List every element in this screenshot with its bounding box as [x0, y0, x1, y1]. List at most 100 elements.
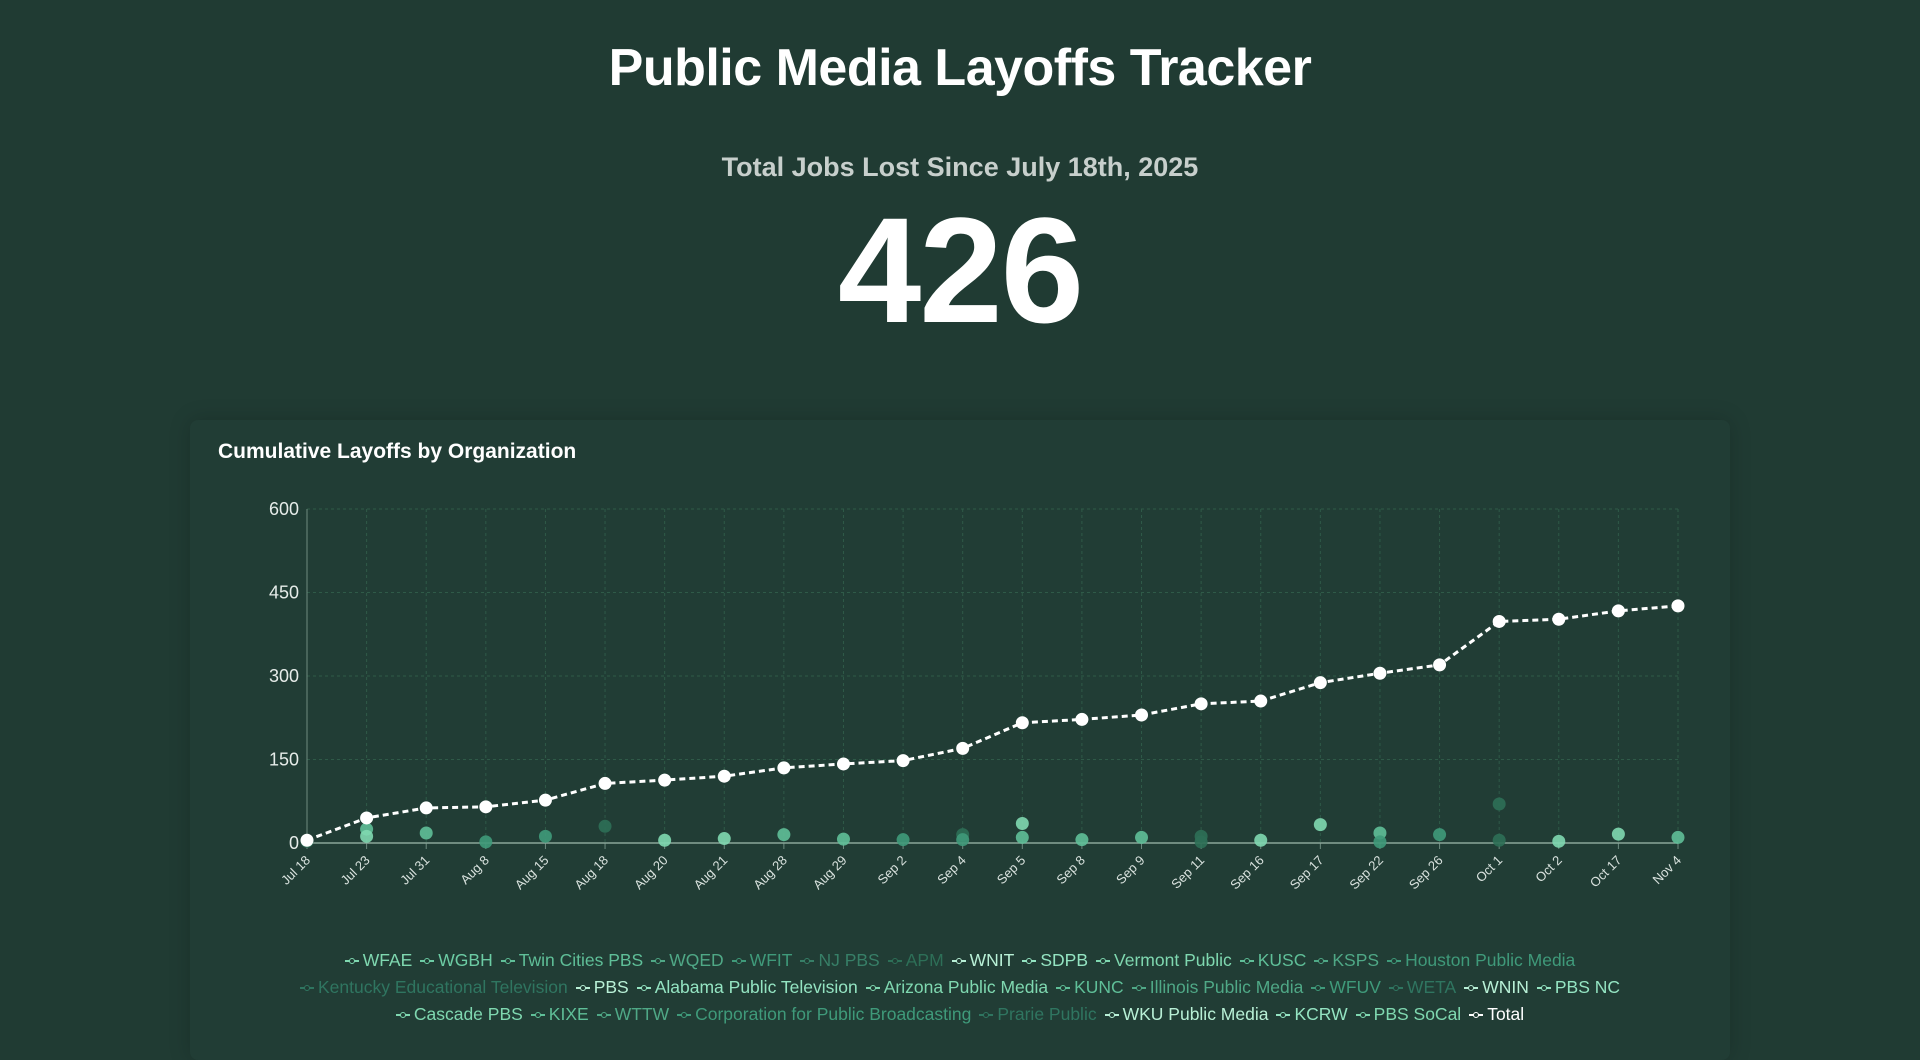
org-data-point — [896, 833, 910, 847]
legend-item[interactable]: KSPS — [1314, 947, 1379, 974]
legend-item[interactable]: WGBH — [420, 947, 493, 974]
legend-line-marker-icon — [731, 957, 746, 965]
legend-item[interactable]: KCRW — [1276, 1001, 1348, 1028]
legend-item-label: KIXE — [548, 1004, 589, 1024]
y-tick-label: 450 — [269, 583, 299, 603]
org-data-point — [1373, 826, 1387, 840]
legend-item-label: Prarie Public — [997, 1004, 1097, 1024]
legend-item-label: WFIT — [749, 950, 793, 970]
total-data-point — [1373, 666, 1387, 680]
legend-line-marker-icon — [1314, 957, 1329, 965]
org-data-point — [836, 832, 850, 846]
org-data-point — [956, 833, 970, 847]
legend-item-label: Corporation for Public Broadcasting — [695, 1004, 972, 1024]
legend-item[interactable]: WQED — [651, 947, 724, 974]
legend-line-marker-icon — [344, 957, 359, 965]
total-data-point — [777, 761, 791, 775]
y-tick-label: 300 — [269, 666, 299, 686]
legend-line-marker-icon — [1056, 984, 1071, 992]
legend-item[interactable]: Twin Cities PBS — [500, 947, 643, 974]
legend-line-marker-icon — [1104, 1011, 1119, 1019]
legend-line-marker-icon — [979, 1011, 994, 1019]
legend-item[interactable]: KUSC — [1239, 947, 1307, 974]
legend-line-marker-icon — [800, 957, 815, 965]
org-data-point — [1552, 834, 1566, 848]
legend-item[interactable]: PBS SoCal — [1355, 1001, 1461, 1028]
legend-item[interactable]: PBS — [575, 974, 629, 1001]
legend-item[interactable]: PBS NC — [1536, 974, 1620, 1001]
legend-item-label: Houston Public Media — [1405, 950, 1576, 970]
org-data-point — [1254, 833, 1268, 847]
org-data-point — [777, 828, 791, 842]
org-data-point — [658, 833, 672, 847]
legend-item[interactable]: Cascade PBS — [395, 1001, 523, 1028]
legend-item[interactable]: SDPB — [1022, 947, 1088, 974]
legend-line-marker-icon — [1239, 957, 1254, 965]
x-tick-label: Sep 5 — [994, 853, 1029, 888]
org-data-point — [1492, 797, 1506, 811]
legend-item[interactable]: KUNC — [1056, 974, 1124, 1001]
total-data-point — [360, 811, 374, 825]
x-tick-label: Aug 28 — [750, 853, 790, 893]
org-data-point — [479, 835, 493, 849]
legend-item[interactable]: Corporation for Public Broadcasting — [677, 1001, 971, 1028]
legend-line-marker-icon — [530, 1011, 545, 1019]
x-tick-label: Oct 1 — [1473, 853, 1506, 886]
org-data-point — [1492, 833, 1506, 847]
legend-item[interactable]: WFUV — [1311, 974, 1381, 1001]
legend-line-marker-icon — [1536, 984, 1551, 992]
x-tick-label: Sep 8 — [1053, 853, 1088, 888]
legend-line-marker-icon — [1469, 1011, 1484, 1019]
x-tick-label: Oct 17 — [1587, 853, 1625, 891]
legend-item-label: KSPS — [1332, 950, 1380, 970]
org-data-point — [1015, 817, 1029, 831]
legend-item[interactable]: Total — [1469, 1001, 1524, 1028]
org-data-point — [1671, 830, 1685, 844]
total-data-point — [956, 741, 970, 755]
legend-item[interactable]: Vermont Public — [1096, 947, 1232, 974]
legend-item[interactable]: KIXE — [530, 1001, 589, 1028]
legend-item[interactable]: WNIT — [951, 947, 1014, 974]
legend-item[interactable]: WFIT — [731, 947, 793, 974]
legend-item-label: WKU Public Media — [1122, 1004, 1269, 1024]
y-tick-label: 600 — [269, 499, 299, 519]
total-data-point — [1254, 694, 1268, 708]
legend-line-marker-icon — [1355, 1011, 1370, 1019]
legend-item[interactable]: Arizona Public Media — [865, 974, 1048, 1001]
legend-item[interactable]: Alabama Public Television — [636, 974, 858, 1001]
legend-line-marker-icon — [1464, 984, 1479, 992]
legend-line-marker-icon — [865, 984, 880, 992]
legend-item[interactable]: NJ PBS — [800, 947, 880, 974]
legend-item[interactable]: WKU Public Media — [1104, 1001, 1269, 1028]
total-data-point — [479, 800, 493, 814]
total-data-point — [1433, 658, 1447, 672]
x-tick-label: Sep 4 — [934, 853, 969, 888]
legend-item-label: Vermont Public — [1114, 950, 1232, 970]
legend-item-label: KUSC — [1257, 950, 1307, 970]
legend-line-marker-icon — [1096, 957, 1111, 965]
legend-item[interactable]: Prarie Public — [979, 1001, 1097, 1028]
legend-item[interactable]: WETA — [1388, 974, 1456, 1001]
legend-item-label: WGBH — [438, 950, 493, 970]
legend-item[interactable]: WTTW — [596, 1001, 670, 1028]
x-tick-label: Sep 17 — [1287, 853, 1327, 893]
legend-item[interactable]: WNIN — [1464, 974, 1529, 1001]
legend-item-label: WTTW — [614, 1004, 670, 1024]
org-data-point — [1611, 827, 1625, 841]
legend-item[interactable]: Kentucky Educational Television — [299, 974, 568, 1001]
org-data-point — [1075, 833, 1089, 847]
legend-item[interactable]: APM — [887, 947, 944, 974]
total-data-point — [658, 773, 672, 787]
legend-line-marker-icon — [500, 957, 515, 965]
total-data-point — [896, 754, 910, 768]
page-subtitle: Total Jobs Lost Since July 18th, 2025 — [721, 152, 1199, 182]
legend-line-marker-icon — [1131, 984, 1146, 992]
total-series-line — [306, 604, 1679, 842]
legend-line-marker-icon — [1276, 1011, 1291, 1019]
x-tick-label: Sep 26 — [1406, 853, 1446, 893]
y-tick-label: 0 — [289, 833, 299, 853]
legend-item[interactable]: WFAE — [344, 947, 412, 974]
legend-item[interactable]: Houston Public Media — [1387, 947, 1575, 974]
legend-item[interactable]: Illinois Public Media — [1131, 974, 1303, 1001]
